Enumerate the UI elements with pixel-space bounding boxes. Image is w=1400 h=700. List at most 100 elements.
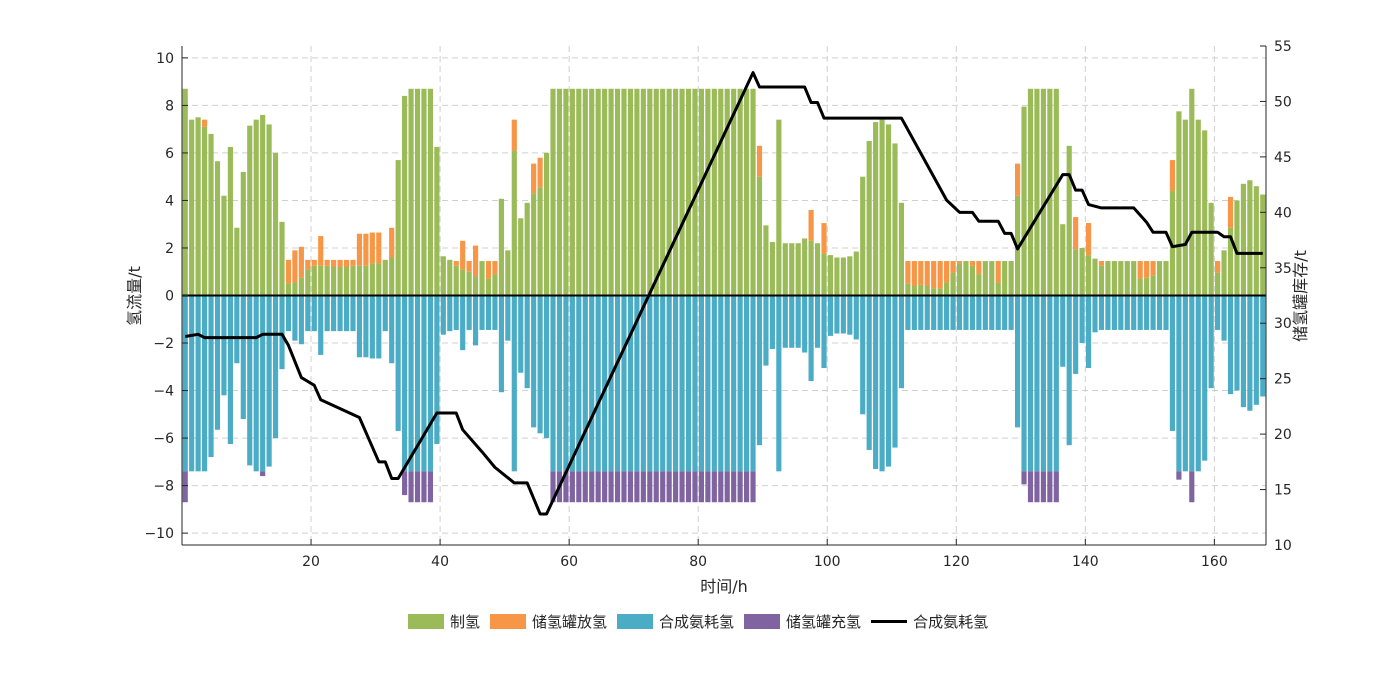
discharge-bar — [492, 261, 498, 275]
consumption-bar — [324, 295, 330, 332]
consumption-bar — [1189, 295, 1195, 472]
production-bar — [402, 95, 408, 296]
production-bar — [1221, 250, 1227, 296]
charge-bar — [1027, 471, 1034, 503]
production-bar — [705, 88, 711, 296]
x-tick-label: 80 — [689, 554, 707, 570]
consumption-bar — [995, 295, 1001, 330]
consumption-bar — [679, 295, 685, 472]
consumption-bar — [602, 295, 608, 472]
consumption-bar — [976, 295, 982, 330]
production-bar — [382, 259, 388, 296]
consumption-bar — [982, 295, 988, 330]
consumption-bar — [1015, 295, 1021, 428]
consumption-bar — [473, 295, 479, 346]
production-bar — [969, 265, 975, 296]
consumption-bar — [789, 295, 795, 348]
charge-bar — [750, 471, 756, 503]
consumption-bar — [969, 295, 975, 330]
consumption-bar — [247, 295, 253, 466]
production-bar — [1240, 183, 1246, 296]
consumption-bar — [1098, 295, 1105, 330]
charge-bar — [1189, 471, 1195, 503]
production-bar — [234, 227, 240, 296]
storage-line-path — [184, 71, 1263, 516]
consumption-bar — [447, 295, 453, 332]
consumption-bar — [485, 295, 492, 330]
consumption-bar — [924, 295, 930, 330]
production-bar — [195, 117, 201, 296]
charge-bar — [698, 471, 704, 503]
production-bar — [840, 257, 846, 296]
charge-bar — [685, 471, 692, 503]
consumption-bar — [685, 295, 692, 472]
production-bar — [240, 171, 246, 296]
discharge-bar — [343, 259, 350, 267]
consumption-bar — [827, 295, 834, 336]
x-axis-label: 时间/h — [700, 577, 748, 596]
charge-bar — [627, 471, 634, 503]
production-bar — [724, 88, 730, 296]
consumption-bar — [395, 295, 401, 431]
consumption-bar — [956, 295, 963, 330]
y2-tick-label: 55 — [1274, 39, 1292, 55]
discharge-bar — [376, 232, 382, 264]
production-bar — [614, 88, 621, 296]
legend-item-production: 制氢 — [408, 611, 480, 632]
charge-bar — [1053, 471, 1059, 503]
production-bar — [298, 277, 304, 296]
production-bar — [853, 251, 859, 296]
production-bar — [827, 255, 834, 296]
consumption-bar — [1215, 295, 1221, 330]
production-bar — [679, 88, 685, 296]
legend-swatch — [744, 614, 781, 629]
y2-axis-label: 储氢罐库存/t — [1291, 250, 1310, 342]
consumption-bar — [466, 295, 472, 330]
y-tick-label: 10 — [156, 51, 174, 67]
consumption-bar — [944, 295, 950, 330]
consumption-bar — [724, 295, 730, 472]
discharge-bar — [369, 232, 375, 264]
legend-swatch — [490, 614, 527, 629]
discharge-bar — [350, 259, 356, 266]
x-tick-label: 100 — [814, 554, 841, 570]
discharge-bar — [311, 259, 317, 266]
production-bar — [814, 243, 821, 296]
consumption-bar — [363, 295, 369, 358]
discharge-bar — [1144, 261, 1150, 278]
production-bar — [427, 88, 433, 296]
discharge-bar — [389, 227, 395, 258]
consumption-bar — [298, 295, 304, 345]
production-bar — [873, 122, 879, 296]
production-bar — [795, 243, 801, 296]
consumption-bar — [989, 295, 995, 330]
discharge-bar — [1137, 261, 1143, 279]
y-tick-label: −2 — [153, 336, 174, 352]
production-bar — [866, 141, 872, 296]
production-bar — [1156, 261, 1163, 296]
production-bar — [498, 198, 504, 296]
consumption-bar — [963, 295, 969, 330]
consumption-bar — [698, 295, 704, 472]
production-bar — [447, 259, 453, 296]
production-bar — [918, 284, 924, 296]
y-tick-label: −6 — [153, 431, 174, 447]
production-bar — [737, 88, 743, 296]
discharge-bar — [331, 259, 337, 267]
consumption-bar — [640, 295, 646, 472]
discharge-bar — [976, 261, 982, 275]
production-bar — [1208, 202, 1214, 296]
consumption-bar — [595, 295, 601, 472]
charge-bar — [660, 471, 666, 503]
consumption-bar — [524, 295, 530, 389]
consumption-bar — [576, 295, 582, 472]
y-tick-label: 4 — [165, 193, 174, 209]
production-bar — [634, 88, 640, 296]
production-bar — [718, 88, 724, 296]
charge-bar — [414, 471, 421, 503]
discharge-bar — [356, 233, 363, 266]
discharge-bar — [318, 236, 324, 266]
discharge-bar — [918, 261, 924, 285]
production-bar — [305, 269, 311, 296]
production-bar — [576, 88, 582, 296]
